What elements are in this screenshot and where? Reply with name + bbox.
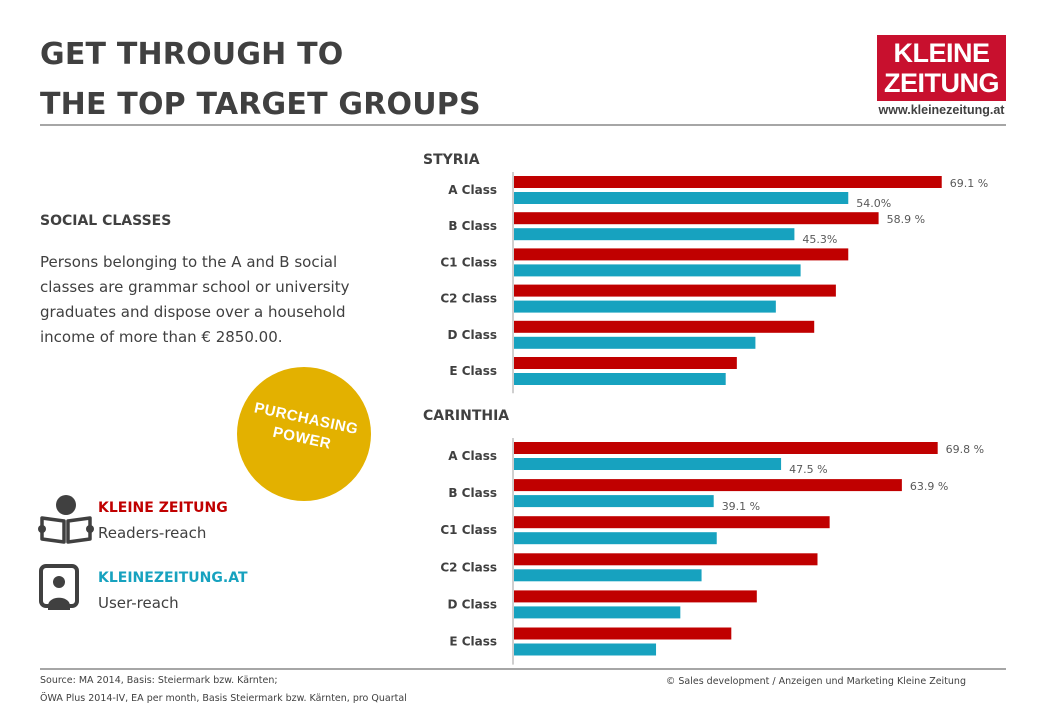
footer-copyright: © Sales development / Anzeigen und Marke… xyxy=(665,676,966,687)
styria-category-label: A Class xyxy=(448,183,497,197)
reader-book-icon xyxy=(38,495,94,544)
carinthia-data-label: 39.1 % xyxy=(722,500,760,513)
carinthia-bar-print xyxy=(514,479,902,492)
styria-category-label: E Class xyxy=(449,364,497,378)
logo-box: KLEINE ZEITUNG xyxy=(877,35,1006,101)
carinthia-bar-online xyxy=(514,606,681,619)
purchasing-power-badge: PURCHASING POWER xyxy=(237,367,371,501)
header-divider xyxy=(40,124,1006,126)
carinthia-data-label: 47.5 % xyxy=(789,463,827,476)
legend-print-subtitle: Readers-reach xyxy=(98,524,207,542)
carinthia-bar-print xyxy=(514,516,830,529)
footer-source-line-1: Source: MA 2014, Basis: Steiermark bzw. … xyxy=(40,675,278,686)
carinthia-bar-print xyxy=(514,627,732,640)
styria-bar-online xyxy=(514,192,849,204)
carinthia-bar-online xyxy=(514,569,702,582)
styria-bar-online xyxy=(514,228,795,241)
styria-bar-print xyxy=(514,284,836,297)
styria-bar-print xyxy=(514,248,849,261)
styria-data-label: 45.3% xyxy=(802,233,837,246)
styria-data-label: 58.9 % xyxy=(887,213,925,226)
styria-data-label: 69.1 % xyxy=(950,177,988,190)
legend-print-title: KLEINE ZEITUNG xyxy=(98,500,228,516)
carinthia-bar-print xyxy=(514,590,757,603)
logo-line-2: ZEITUNG xyxy=(884,68,1000,98)
carinthia-bar-online xyxy=(514,532,717,545)
logo-line-1: KLEINE xyxy=(893,38,990,68)
carinthia-bar-print xyxy=(514,553,818,566)
computer-user-icon xyxy=(39,564,79,610)
carinthia-category-label: B Class xyxy=(448,486,497,500)
social-classes-description: Persons belonging to the A and B social … xyxy=(40,253,350,346)
kleine-zeitung-logo[interactable]: KLEINE ZEITUNG www.kleinezeitung.at xyxy=(877,35,1006,125)
carinthia-category-label: C2 Class xyxy=(440,560,497,574)
styria-category-label: D Class xyxy=(448,328,497,342)
carinthia-bar-print xyxy=(514,442,938,454)
styria-bar-print xyxy=(514,320,815,333)
page-title-line-1: GET THROUGH TO xyxy=(40,37,344,72)
legend-online: KLEINEZEITUNG.AT User-reach xyxy=(38,562,278,622)
carinthia-bar-online xyxy=(514,495,714,508)
styria-bar-online xyxy=(514,373,726,385)
footer-source: Source: MA 2014, Basis: Steiermark bzw. … xyxy=(40,672,407,708)
carinthia-category-label: C1 Class xyxy=(440,523,497,537)
footer-source-line-2: ÖWA Plus 2014-IV, EA per month, Basis St… xyxy=(40,693,407,704)
carinthia-data-label: 69.8 % xyxy=(946,443,984,456)
styria-bar-print xyxy=(514,212,879,225)
styria-bar-online xyxy=(514,300,776,313)
carinthia-data-label: 63.9 % xyxy=(910,480,948,493)
legend-online-subtitle: User-reach xyxy=(98,594,179,612)
styria-bar-print xyxy=(514,357,737,369)
carinthia-category-label: E Class xyxy=(449,635,497,649)
styria-data-label: 54.0% xyxy=(856,197,891,210)
styria-category-label: C1 Class xyxy=(440,255,497,269)
footer-divider xyxy=(40,668,1006,670)
styria-bar-print xyxy=(514,176,942,188)
styria-chart-title: STYRIA xyxy=(423,152,480,168)
page-title: GET THROUGH TO THE TOP TARGET GROUPS xyxy=(40,30,481,130)
carinthia-bar-online xyxy=(514,458,782,470)
page-title-line-2: THE TOP TARGET GROUPS xyxy=(40,87,481,122)
logo-url[interactable]: www.kleinezeitung.at xyxy=(878,103,1005,117)
styria-category-label: B Class xyxy=(448,219,497,233)
carinthia-category-label: A Class xyxy=(448,449,497,463)
styria-bar-online xyxy=(514,336,756,349)
styria-category-label: C2 Class xyxy=(440,292,497,306)
social-classes-heading: SOCIAL CLASSES xyxy=(40,213,172,229)
legend-print: KLEINE ZEITUNG Readers-reach xyxy=(38,492,278,552)
legend-online-title: KLEINEZEITUNG.AT xyxy=(98,570,248,586)
styria-bar-online xyxy=(514,264,801,277)
carinthia-bar-online xyxy=(514,643,657,656)
carinthia-chart-title: CARINTHIA xyxy=(423,408,509,424)
carinthia-category-label: D Class xyxy=(448,597,497,611)
